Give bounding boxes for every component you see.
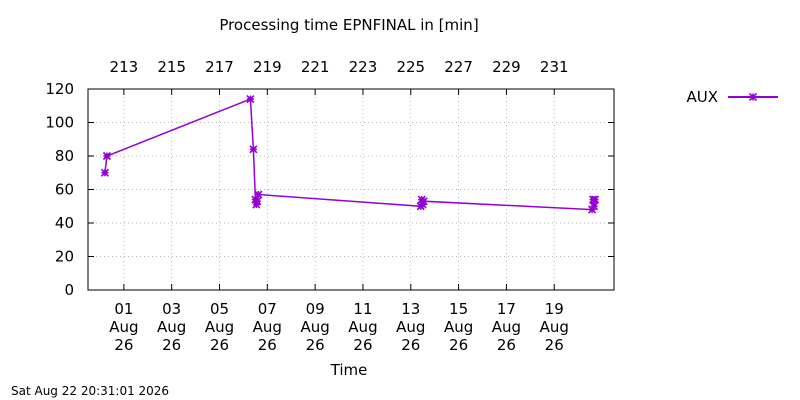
x-tick-label-top: 215 [157,58,186,76]
y-tick-label: 60 [55,181,74,199]
x-axis-top: 213 215 217 219 221 223 225 227 229 231 [110,58,569,95]
data-point [100,168,110,177]
data-point [419,197,428,206]
data-point [249,145,258,154]
plot-border [87,88,615,291]
x-tick-label-top: 217 [205,58,234,76]
x-tick-label: 07 Aug 26 [253,300,282,354]
data-point [590,202,599,211]
x-tick-label: 13 Aug 26 [396,300,425,354]
x-tick-label-top: 223 [349,58,378,76]
x-tick-label: 05 Aug 26 [205,300,234,354]
data-point [246,94,255,104]
x-tick-label-top: 221 [301,58,330,76]
x-tick-label-top: 227 [444,58,473,76]
x-tick-label: 03 Aug 26 [157,300,186,354]
legend: AUX [686,88,778,106]
x-axis-bottom: 01 Aug 26 03 Aug 26 05 Aug 26 07 Aug 26 09 Aug 26 11 Aug… [109,284,569,354]
legend-label-aux: AUX [686,88,718,106]
marker-core [751,95,755,99]
data-point [591,195,600,204]
data-point [102,151,111,161]
footer-timestamp: Sat Aug 22 20:31:01 2026 [11,384,169,398]
x-tick-label: 15 Aug 26 [444,300,473,354]
y-tick-label: 80 [55,147,74,165]
x-tick-label-top: 219 [253,58,282,76]
marker-core [254,202,259,207]
series-layer [100,94,600,214]
x-tick-label-top: 225 [396,58,425,76]
marker-core [102,170,107,175]
x-tick-label-top: 229 [492,58,521,76]
marker-core [590,207,595,212]
y-tick-label: 100 [45,114,74,132]
marker-core [592,204,597,209]
x-tick-label: 17 Aug 26 [492,300,521,354]
legend-marker-glyph [748,92,758,102]
marker-core [251,147,256,152]
marker-core [420,202,425,207]
x-tick-label-top: 213 [110,58,139,76]
y-tick-label: 40 [55,214,74,232]
marker-core [255,199,260,204]
marker-core [104,154,109,158]
x-axis-label: Time [330,361,368,379]
chart-title: Processing time EPNFINAL in [min] [219,16,478,34]
marker-core [593,197,598,202]
x-tick-label-top: 231 [540,58,569,76]
legend-marker-aux [748,92,758,102]
data-point [254,190,263,199]
grid-lines [88,89,614,290]
marker-core [256,192,261,197]
y-axis: 0 20 40 60 80 100 120 [45,80,614,299]
data-point [253,197,262,206]
x-tick-label: 01 Aug 26 [109,300,138,354]
y-tick-label: 20 [55,248,74,266]
marker-core [421,199,426,204]
y-tick-label: 120 [45,80,74,98]
series-line-aux [104,98,596,211]
marker-core [248,97,253,102]
x-tick-label: 11 Aug 26 [348,300,377,354]
x-tick-label: 09 Aug 26 [300,300,329,354]
x-tick-label: 19 Aug 26 [540,300,569,354]
y-tick-label: 0 [64,281,74,299]
